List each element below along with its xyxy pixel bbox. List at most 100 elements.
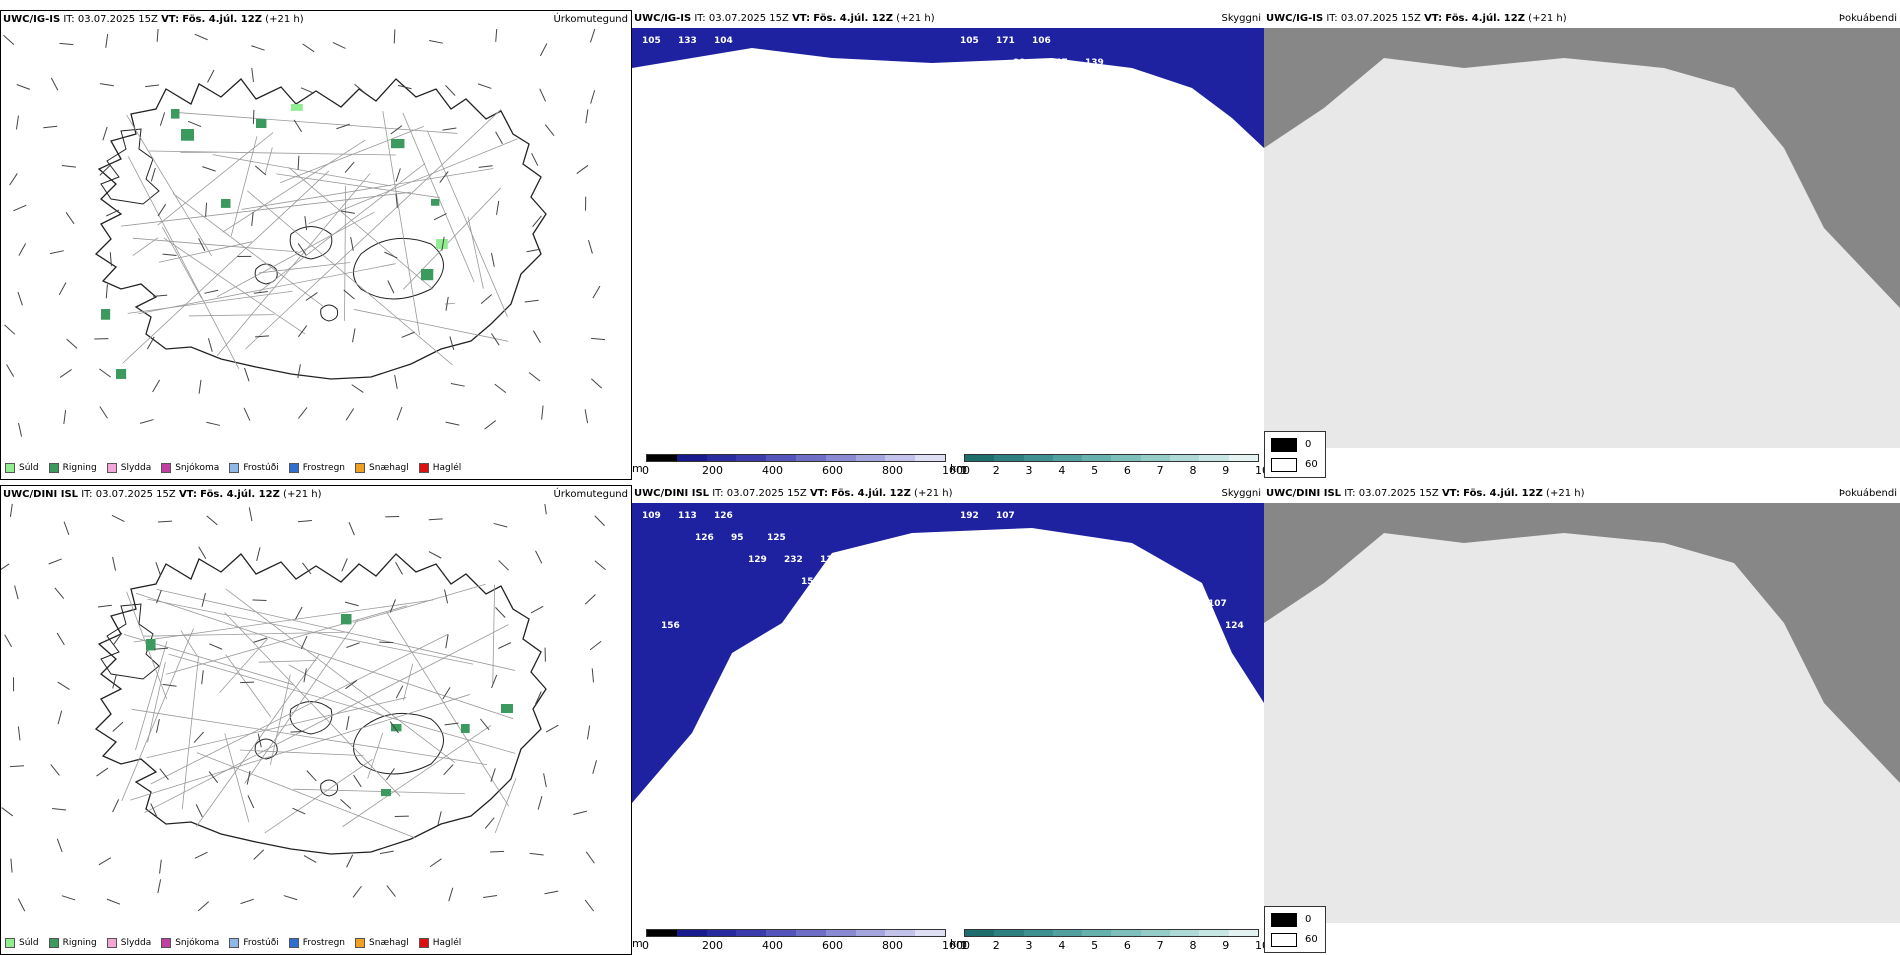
wind-barb (446, 85, 456, 95)
legend-swatch (49, 463, 59, 473)
lead-time: (+21 h) (1546, 488, 1584, 499)
visibility-value: 113 (678, 511, 697, 521)
wind-barb (66, 212, 74, 224)
colorbar-segment (1024, 455, 1053, 461)
visibility-value: 95 (731, 533, 744, 543)
iceland-outline (96, 554, 546, 854)
cloudbase-tick: 0 (642, 464, 649, 477)
wind-barb (244, 368, 249, 381)
colorbar-segment (1053, 930, 1082, 936)
cloudbase-tick: 200 (702, 464, 723, 477)
visibility-value: 155 (890, 599, 909, 609)
wind-barb (588, 726, 590, 740)
visibility-value: 139 (1085, 58, 1104, 68)
vt-value: Fös. 4.júl. 12Z (813, 13, 893, 24)
visibility-value: 109 (1172, 124, 1191, 134)
wind-barb (106, 34, 108, 48)
wind-barb (485, 818, 494, 829)
visibility-value: 106 (1032, 36, 1051, 46)
visibility-value: 98 (837, 102, 850, 112)
colorbar-segment (1082, 455, 1111, 461)
visibility-value: 116 (784, 80, 803, 90)
wind-barb (52, 808, 66, 809)
visibility-value: 82 (1225, 146, 1238, 156)
wind-barb (145, 85, 159, 87)
visibility-value: 104 (661, 146, 680, 156)
wind-barb (485, 421, 496, 430)
precip-cell (101, 309, 110, 320)
wind-barb (55, 588, 64, 599)
wind-barb (585, 594, 595, 604)
wind-barb (106, 210, 119, 216)
wind-barb (290, 731, 304, 732)
wind-barb (545, 125, 554, 136)
wind-barb (103, 127, 107, 140)
visibility-value: 105 (1066, 80, 1085, 90)
wind-barb (494, 523, 508, 527)
legend-label: Snæhagl (369, 938, 409, 948)
visibility-value: 171 (996, 36, 1015, 46)
it-value: 03.07.2025 15Z (1359, 488, 1439, 499)
visibility-value: 99 (1172, 599, 1185, 609)
colorbar-segment (1229, 455, 1258, 461)
wind-barb (16, 116, 18, 130)
legend-label: Frostúði (243, 938, 278, 948)
panel-fog-index-1: UWC/IG-IS IT: 03.07.2025 15Z VT: Fös. 4.… (1264, 10, 1900, 480)
colorbar-segment (915, 455, 945, 461)
visibility-value: 186 (1191, 102, 1210, 112)
wind-barb (257, 547, 260, 561)
colorbar-segment (677, 455, 707, 461)
wind-barb (2, 808, 13, 816)
panel-title: Þokuábendi (1839, 13, 1897, 24)
wind-barb (208, 70, 215, 82)
wind-barb (7, 364, 14, 376)
legend-label: Súld (19, 938, 39, 948)
precip-cell (116, 369, 126, 379)
wind-barb (573, 811, 587, 814)
panel-title: Úrkomutegund (553, 489, 628, 500)
wind-barb (59, 43, 73, 44)
legend-label: Slydda (121, 938, 151, 948)
visibility-value: 110 (979, 146, 998, 156)
wind-barb (533, 331, 540, 343)
legend-swatch (419, 938, 429, 948)
legend-item: Frostúði (229, 463, 278, 473)
visibility-value: 105 (960, 36, 979, 46)
wind-barb (51, 764, 60, 775)
wind-barb (586, 852, 594, 863)
colorbar-segment (736, 930, 766, 936)
wind-barb (592, 668, 593, 682)
colorbar-segment (736, 455, 766, 461)
colorbar-segment (856, 930, 886, 936)
wind-barb (18, 726, 20, 740)
wind-barb (244, 408, 250, 421)
colorbar-segment (826, 930, 856, 936)
visibility-value: 129 (748, 555, 767, 565)
wind-barb (113, 799, 119, 812)
visibility-value: 88 (992, 776, 1005, 786)
legend-swatch (419, 463, 429, 473)
legend-swatch (5, 938, 15, 948)
scale-legends: m02004006008001000km12345678910 (632, 925, 1264, 955)
panel-visibility-1: UWC/IG-IS IT: 03.07.2025 15Z VT: Fös. 4.… (632, 10, 1264, 480)
colorbar-segment (796, 930, 826, 936)
legend-label: Frostregn (303, 938, 345, 948)
wind-barb (593, 760, 597, 773)
cloudbase-tick: 800 (882, 464, 903, 477)
legend-item: Frostúði (229, 938, 278, 948)
legend-swatch (107, 938, 117, 948)
it-label: IT: (1326, 13, 1337, 24)
wind-barb (67, 339, 77, 348)
visibility-value: 192 (960, 511, 979, 521)
vt-label: VT: (1424, 13, 1442, 24)
it-label: IT: (694, 13, 705, 24)
legend-label: Frostregn (303, 463, 345, 473)
legend-swatch (161, 938, 171, 948)
visibility-value: 126 (695, 533, 714, 543)
wind-barb (18, 292, 22, 305)
wind-barb (157, 29, 158, 42)
map-precip-type,visibility,fog-index (1, 504, 632, 924)
map-precip-type,visibility,fog-index: 1091261291561161311921021191149912411395… (632, 503, 1264, 921)
vt-label: VT: (810, 488, 828, 499)
wind-barb (19, 243, 26, 255)
